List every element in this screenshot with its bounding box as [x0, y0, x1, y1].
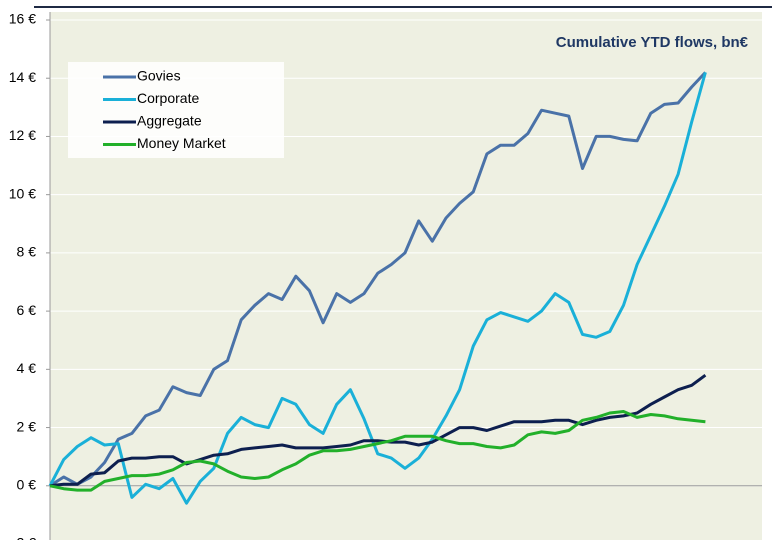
series-line: [49, 71, 707, 488]
y-tick-label: -2 €: [12, 535, 36, 540]
y-tick-label: 0 €: [17, 476, 37, 492]
legend-label: Corporate: [137, 90, 199, 106]
y-tick-label: 6 €: [17, 302, 37, 318]
legend: Govies Corporate Aggregate Money Market: [103, 68, 226, 151]
y-tick-label: 4 €: [17, 360, 37, 376]
series-line: [48, 71, 707, 505]
y-tick-label: 16 €: [9, 11, 36, 27]
y-tick-label: 12 €: [9, 127, 36, 143]
series-line: [49, 410, 706, 492]
y-tick-label: 2 €: [17, 418, 37, 434]
lines: [48, 71, 707, 505]
y-tick-label: 8 €: [17, 244, 37, 260]
y-tick-label: 10 €: [9, 185, 36, 201]
series-line: [49, 373, 707, 488]
legend-label: Aggregate: [137, 113, 202, 129]
chart-title: Cumulative YTD flows, bn€: [556, 34, 749, 51]
legend-label: Money Market: [137, 135, 226, 151]
legend-label: Govies: [137, 68, 181, 84]
y-tick-label: 14 €: [9, 69, 36, 85]
